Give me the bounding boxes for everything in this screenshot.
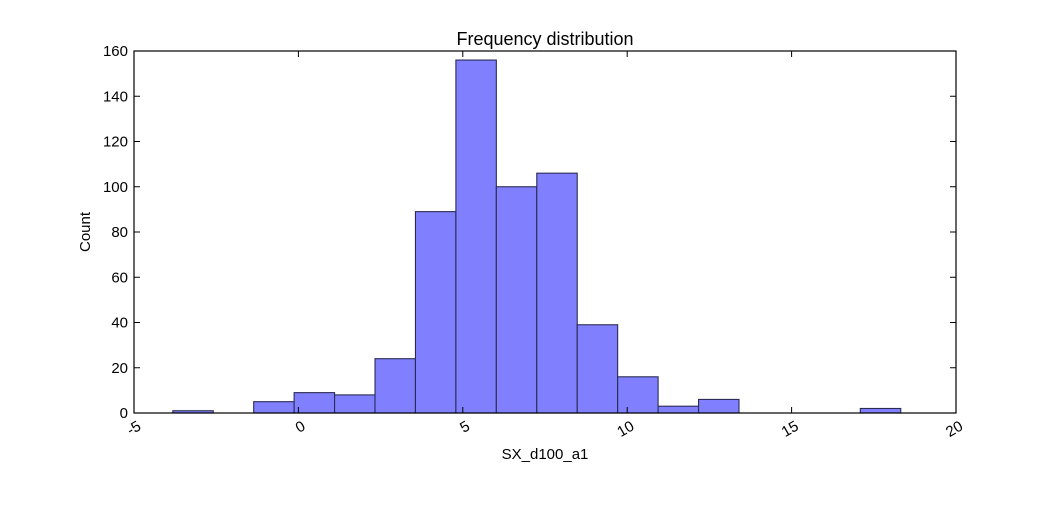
y-axis-label: Count — [77, 211, 94, 252]
histogram-bar — [414, 211, 457, 414]
x-tick-label: 5 — [457, 418, 473, 437]
y-tick-label: 100 — [103, 179, 128, 196]
x-tick-label: 0 — [293, 418, 309, 437]
y-tick-label: 20 — [111, 360, 128, 377]
histogram-bar — [536, 172, 578, 414]
y-axis-ticks: 0 20 40 60 80 100 120 140 160 — [103, 43, 956, 422]
histogram-bar — [455, 59, 497, 414]
histogram-bar — [859, 407, 902, 414]
histogram-bar — [617, 376, 659, 414]
histogram-bar — [697, 398, 740, 414]
histogram-bar — [334, 394, 376, 414]
chart-title: Frequency distribution — [456, 29, 633, 49]
x-tick-label: 20 — [943, 418, 966, 441]
y-tick-label: 40 — [111, 315, 128, 332]
histogram-bar — [374, 358, 417, 414]
x-tick-label: 15 — [779, 418, 802, 441]
histogram-bar — [495, 186, 538, 414]
y-tick-label: 140 — [103, 88, 128, 105]
x-tick-label: 10 — [614, 418, 637, 441]
histogram-bar — [576, 324, 619, 414]
y-tick-label: 60 — [111, 269, 128, 286]
histogram-bar — [253, 401, 295, 414]
histogram-bar — [293, 392, 336, 414]
x-axis-label: SX_d100_a1 — [502, 446, 589, 463]
bars-group — [172, 59, 902, 414]
y-tick-label: 120 — [103, 134, 128, 151]
y-tick-label: 160 — [103, 43, 128, 60]
histogram-bar — [657, 405, 700, 414]
y-tick-label: 0 — [120, 405, 128, 422]
y-tick-label: 80 — [111, 224, 128, 241]
